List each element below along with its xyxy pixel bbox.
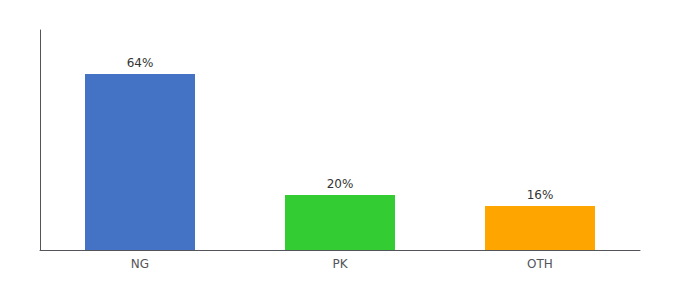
- svg-text:20%: 20%: [327, 177, 354, 191]
- svg-text:PK: PK: [332, 257, 348, 271]
- svg-text:OTH: OTH: [527, 257, 553, 271]
- svg-text:NG: NG: [131, 257, 149, 271]
- svg-text:64%: 64%: [127, 56, 154, 70]
- svg-text:16%: 16%: [527, 188, 554, 202]
